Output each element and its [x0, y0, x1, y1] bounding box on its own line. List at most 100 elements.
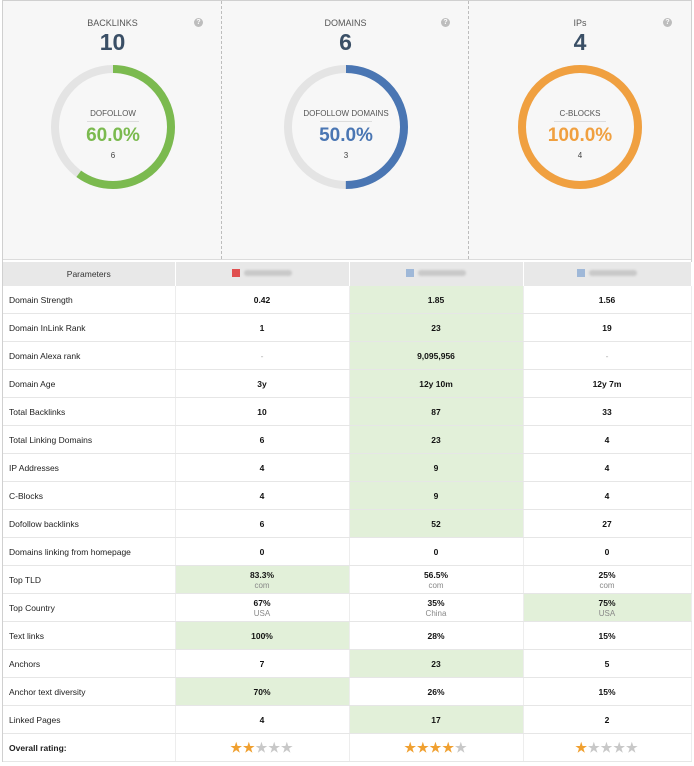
table-cell: 35% China: [349, 593, 524, 622]
star-rating: ★★★★★: [349, 733, 524, 762]
card-divider: [468, 1, 469, 259]
cell-value: -: [605, 350, 609, 361]
cell-value: 23: [431, 322, 441, 333]
donut-chart: DOFOLLOW 60.0% 6: [49, 63, 177, 191]
cell-value: 10: [257, 406, 267, 417]
star-empty-icon: ★: [588, 739, 601, 755]
cell-value: 0.42: [253, 294, 271, 305]
domain-header-2[interactable]: [349, 262, 524, 286]
cell-value: 7: [259, 658, 265, 669]
parameter-label: Anchor text diversity: [3, 677, 176, 706]
parameter-label: Domain Age: [3, 369, 176, 398]
star-empty-icon: ★: [280, 739, 294, 755]
table-cell: 0: [349, 537, 524, 566]
parameter-label: IP Addresses: [3, 453, 176, 482]
donut-separator: [554, 121, 606, 122]
donut-separator: [320, 121, 372, 122]
table-cell: 87: [349, 397, 524, 426]
cell-value: 4: [604, 462, 610, 473]
card-title: IPs: [573, 18, 587, 28]
table-cell: 1.85: [349, 286, 524, 314]
cell-value: 12y 7m: [592, 378, 622, 389]
cell-value: 67%: [253, 597, 271, 608]
table-row: Total Linking Domains 6 23 4: [3, 425, 692, 454]
cell-value: 19: [602, 322, 612, 333]
donut-label: DOFOLLOW DOMAINS: [303, 109, 389, 118]
domain-header-content: [406, 269, 466, 277]
table-cell: 0: [523, 537, 692, 566]
cell-value: 0: [433, 546, 439, 557]
table-cell: 83.3% com: [175, 565, 350, 594]
cell-value: 12y 10m: [419, 378, 453, 389]
parameter-label: Anchors: [3, 649, 176, 678]
table-cell: 4: [175, 481, 350, 510]
parameter-label: Dofollow backlinks: [3, 509, 176, 538]
cell-value: 0: [259, 546, 265, 557]
cell-value: 9,095,956: [417, 350, 455, 361]
overall-rating-row: Overall rating: ★★★★★ ★★★★★ ★★★★★: [3, 733, 692, 762]
table-cell: 7: [175, 649, 350, 678]
table-cell: 100%: [175, 621, 350, 650]
table-cell: 9: [349, 481, 524, 510]
star-empty-icon: ★: [613, 739, 626, 755]
blurred-domain-name: [589, 270, 637, 276]
table-cell: 17: [349, 705, 524, 734]
card-divider: [221, 1, 222, 259]
cell-value: 27: [602, 518, 612, 529]
table-cell: 12y 10m: [349, 369, 524, 398]
comparison-table: Parameters Domain Strength 0.42 1.85 1.56 Do…: [3, 262, 692, 762]
table-row: C-Blocks 4 9 4: [3, 481, 692, 510]
table-cell: 28%: [349, 621, 524, 650]
cell-value: 2: [604, 714, 610, 725]
table-cell: 33: [523, 397, 692, 426]
cell-value: 3y: [257, 378, 267, 389]
domain-header-1[interactable]: [175, 262, 350, 286]
cell-value: 23: [431, 434, 441, 445]
cell-subvalue: com: [428, 580, 444, 590]
star-empty-icon: ★: [600, 739, 614, 755]
cell-subvalue: USA: [598, 608, 616, 618]
help-icon[interactable]: ?: [194, 18, 203, 27]
parameter-label: Text links: [3, 621, 176, 650]
help-icon[interactable]: ?: [441, 18, 450, 27]
table-row: Text links 100% 28% 15%: [3, 621, 692, 650]
table-row: Domain Age 3y 12y 10m 12y 7m: [3, 369, 692, 398]
cell-value: 23: [431, 658, 441, 669]
table-cell: 12y 7m: [523, 369, 692, 398]
table-row: Domain InLink Rank 1 23 19: [3, 313, 692, 342]
cell-value: -: [260, 350, 264, 361]
donut-percent: 60.0%: [86, 125, 140, 146]
cell-value: 4: [604, 490, 610, 501]
table-cell: 67% USA: [175, 593, 350, 622]
cell-subvalue: com: [599, 580, 615, 590]
blurred-domain-name: [244, 270, 292, 276]
parameter-label: Domains linking from homepage: [3, 537, 176, 566]
cell-value: 9: [433, 490, 439, 501]
page-favicon-icon: [577, 269, 585, 277]
donut-label: DOFOLLOW: [90, 109, 136, 118]
card-title: BACKLINKS: [87, 18, 138, 28]
cell-value: 52: [431, 518, 441, 529]
table-cell: 9,095,956: [349, 341, 524, 370]
cell-value: 33: [602, 406, 612, 417]
domain-header-3[interactable]: [523, 262, 692, 286]
table-cell: 25% com: [523, 565, 692, 594]
star-filled-icon: ★: [417, 739, 430, 755]
table-cell: 52: [349, 509, 524, 538]
cell-value: 83.3%: [249, 569, 275, 580]
help-icon[interactable]: ?: [663, 18, 672, 27]
parameter-label: C-Blocks: [3, 481, 176, 510]
table-cell: 15%: [523, 677, 692, 706]
cell-subvalue: China: [425, 608, 447, 618]
cell-value: 56.5%: [423, 569, 449, 580]
table-cell: 1: [175, 313, 350, 342]
card-count: 4: [573, 29, 587, 55]
card-count: 6: [339, 29, 352, 55]
domain-header-content: [577, 269, 637, 277]
table-cell: 23: [349, 649, 524, 678]
cell-value: 1.56: [598, 294, 616, 305]
table-cell: 0: [175, 537, 350, 566]
overall-rating-label: Overall rating:: [3, 733, 176, 762]
table-cell: 4: [175, 705, 350, 734]
table-cell: 5: [523, 649, 692, 678]
